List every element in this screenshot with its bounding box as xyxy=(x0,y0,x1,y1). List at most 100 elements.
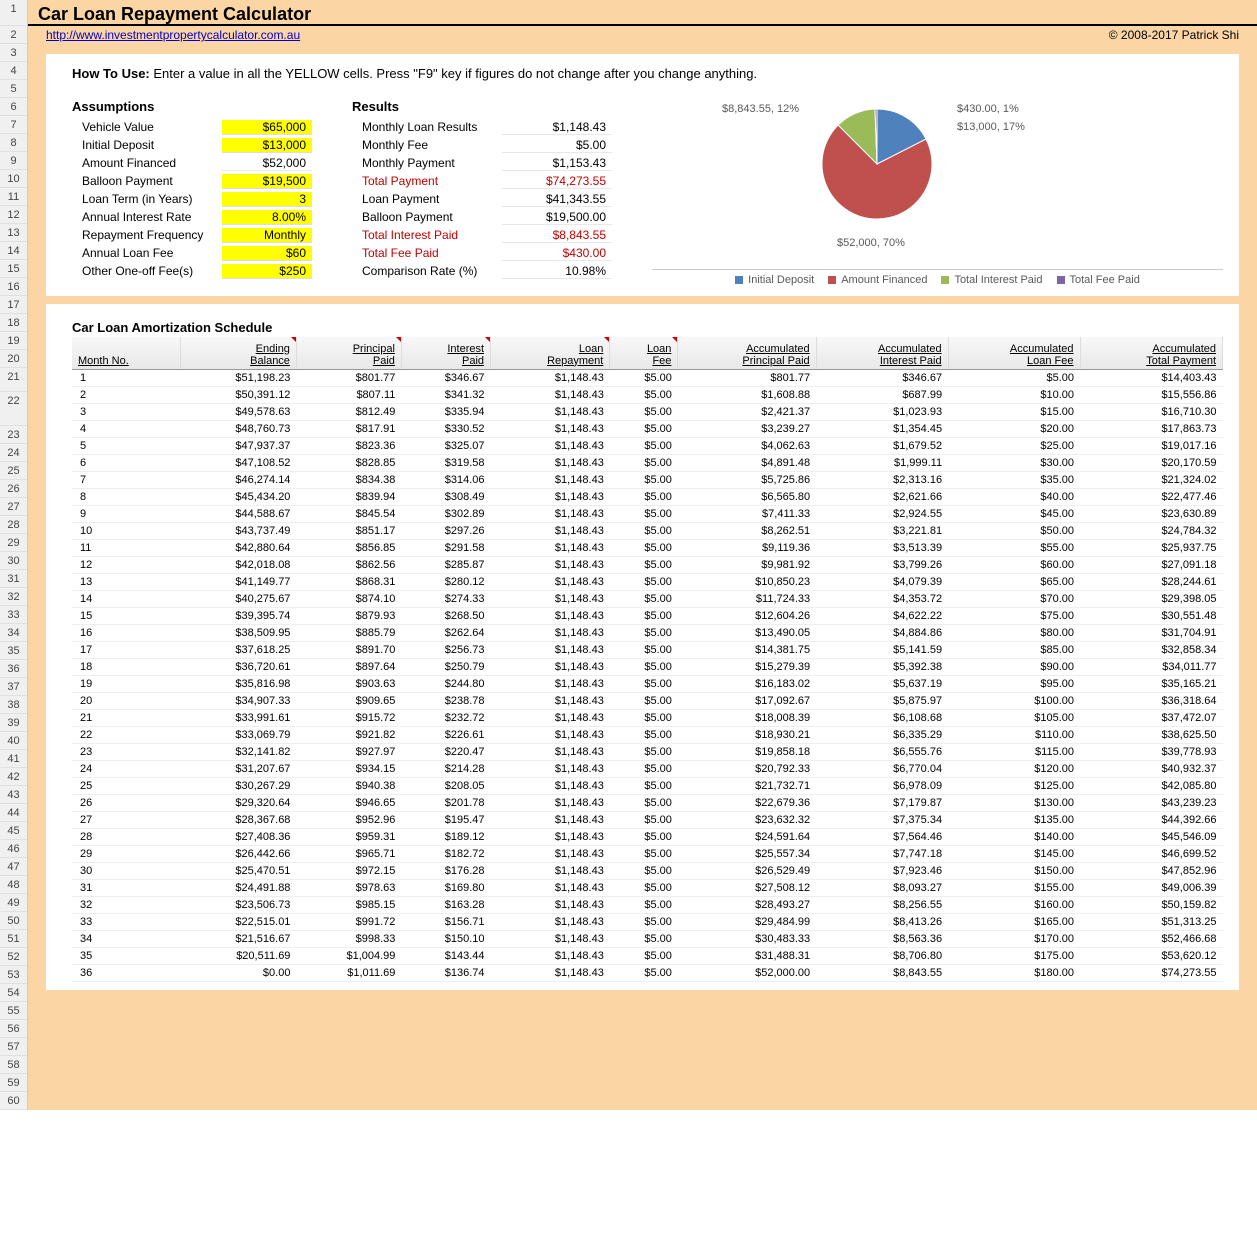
table-cell: $29,398.05 xyxy=(1080,590,1223,607)
table-cell: $0.00 xyxy=(181,964,297,981)
table-cell: $1,148.43 xyxy=(491,556,610,573)
table-cell: 1 xyxy=(72,369,181,386)
table-header: Month No. xyxy=(72,337,181,369)
table-cell: $36,318.64 xyxy=(1080,692,1223,709)
table-cell: $36,720.61 xyxy=(181,658,297,675)
assumption-input-cell[interactable]: $65,000 xyxy=(222,120,312,135)
schedule-title: Car Loan Amortization Schedule xyxy=(72,320,1223,335)
table-cell: $17,863.73 xyxy=(1080,420,1223,437)
table-cell: $335.94 xyxy=(401,403,490,420)
table-cell: $37,618.25 xyxy=(181,641,297,658)
table-cell: $42,880.64 xyxy=(181,539,297,556)
table-cell: $1,148.43 xyxy=(491,947,610,964)
source-link[interactable]: http://www.investmentpropertycalculator.… xyxy=(46,28,300,44)
table-header: AccumulatedLoan Fee xyxy=(948,337,1080,369)
table-cell: 22 xyxy=(72,726,181,743)
result-value: 10.98% xyxy=(502,264,612,279)
row-number: 33 xyxy=(0,606,27,624)
table-cell: $1,148.43 xyxy=(491,403,610,420)
table-cell: $5.00 xyxy=(610,658,678,675)
table-cell: $120.00 xyxy=(948,760,1080,777)
copyright-text: © 2008-2017 Patrick Shi xyxy=(1109,28,1239,44)
row-number: 43 xyxy=(0,786,27,804)
table-cell: 24 xyxy=(72,760,181,777)
table-cell: $921.82 xyxy=(296,726,401,743)
assumption-input-cell[interactable]: $13,000 xyxy=(222,138,312,153)
table-cell: $55.00 xyxy=(948,539,1080,556)
result-row: Comparison Rate (%)10.98% xyxy=(352,262,612,280)
table-row: 10$43,737.49$851.17$297.26$1,148.43$5.00… xyxy=(72,522,1223,539)
table-cell: $985.15 xyxy=(296,896,401,913)
table-cell: $27,508.12 xyxy=(678,879,816,896)
legend-label: Total Fee Paid xyxy=(1070,274,1140,286)
table-row: 13$41,149.77$868.31$280.12$1,148.43$5.00… xyxy=(72,573,1223,590)
assumption-input-cell[interactable]: $19,500 xyxy=(222,174,312,189)
table-cell: $23,506.73 xyxy=(181,896,297,913)
amortization-panel: Car Loan Amortization Schedule Month No.… xyxy=(46,304,1239,990)
row-number: 59 xyxy=(0,1074,27,1092)
table-cell: $165.00 xyxy=(948,913,1080,930)
table-cell: 3 xyxy=(72,403,181,420)
table-cell: $31,488.31 xyxy=(678,947,816,964)
table-row: 21$33,991.61$915.72$232.72$1,148.43$5.00… xyxy=(72,709,1223,726)
table-header: EndingBalance xyxy=(181,337,297,369)
legend-item: Initial Deposit xyxy=(735,274,814,286)
table-cell: $238.78 xyxy=(401,692,490,709)
result-label: Monthly Payment xyxy=(352,156,502,170)
table-cell: $845.54 xyxy=(296,505,401,522)
table-cell: 6 xyxy=(72,454,181,471)
table-cell: $23,630.89 xyxy=(1080,505,1223,522)
table-cell: $136.74 xyxy=(401,964,490,981)
table-cell: $3,799.26 xyxy=(816,556,948,573)
assumption-label: Other One-off Fee(s) xyxy=(72,264,222,278)
row-number: 17 xyxy=(0,296,27,314)
table-cell: 16 xyxy=(72,624,181,641)
table-cell: $49,006.39 xyxy=(1080,879,1223,896)
assumption-input-cell[interactable]: 3 xyxy=(222,192,312,207)
table-cell: $20,170.59 xyxy=(1080,454,1223,471)
table-cell: $47,937.37 xyxy=(181,437,297,454)
table-cell: $30,483.33 xyxy=(678,930,816,947)
row-number: 15 xyxy=(0,260,27,278)
table-cell: $1,148.43 xyxy=(491,505,610,522)
table-cell: $214.28 xyxy=(401,760,490,777)
table-cell: $1,148.43 xyxy=(491,369,610,386)
result-label: Comparison Rate (%) xyxy=(352,264,502,278)
table-cell: $5.00 xyxy=(610,369,678,386)
assumption-input-cell[interactable]: Monthly xyxy=(222,228,312,243)
table-cell: $5,392.38 xyxy=(816,658,948,675)
table-cell: $1,148.43 xyxy=(491,726,610,743)
row-number: 19 xyxy=(0,332,27,350)
table-cell: $74,273.55 xyxy=(1080,964,1223,981)
table-cell: $163.28 xyxy=(401,896,490,913)
table-cell: $27,408.36 xyxy=(181,828,297,845)
assumption-row: Vehicle Value$65,000 xyxy=(72,118,312,136)
title-bar: Car Loan Repayment Calculator xyxy=(28,0,1257,26)
result-row: Balloon Payment$19,500.00 xyxy=(352,208,612,226)
table-cell: $5.00 xyxy=(610,522,678,539)
assumption-input-cell[interactable]: $60 xyxy=(222,246,312,261)
table-cell: $180.00 xyxy=(948,964,1080,981)
comment-marker-icon xyxy=(672,337,677,342)
assumptions-column: Assumptions Vehicle Value$65,000Initial … xyxy=(72,99,312,280)
table-cell: $5.00 xyxy=(610,624,678,641)
assumption-input-cell[interactable]: $250 xyxy=(222,264,312,279)
callout-fee: $430.00, 1% xyxy=(957,103,1019,116)
table-cell: 10 xyxy=(72,522,181,539)
table-row: 27$28,367.68$952.96$195.47$1,148.43$5.00… xyxy=(72,811,1223,828)
table-cell: 8 xyxy=(72,488,181,505)
result-label: Loan Payment xyxy=(352,192,502,206)
table-cell: $4,353.72 xyxy=(816,590,948,607)
table-row: 1$51,198.23$801.77$346.67$1,148.43$5.00$… xyxy=(72,369,1223,386)
table-row: 8$45,434.20$839.94$308.49$1,148.43$5.00$… xyxy=(72,488,1223,505)
assumption-input-cell[interactable]: 8.00% xyxy=(222,210,312,225)
result-value: $41,343.55 xyxy=(502,192,612,207)
legend-item: Total Interest Paid xyxy=(941,274,1042,286)
table-cell: $43,239.23 xyxy=(1080,794,1223,811)
table-cell: $16,183.02 xyxy=(678,675,816,692)
table-cell: $27,091.18 xyxy=(1080,556,1223,573)
row-number: 10 xyxy=(0,170,27,188)
table-cell: $201.78 xyxy=(401,794,490,811)
row-number: 21 xyxy=(0,368,27,392)
table-cell: $85.00 xyxy=(948,641,1080,658)
